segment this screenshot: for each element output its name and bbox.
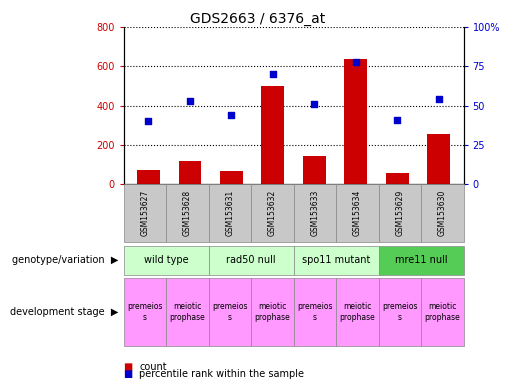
Text: development stage  ▶: development stage ▶ [10, 307, 118, 317]
Point [352, 58, 360, 65]
Text: GSM153630: GSM153630 [438, 190, 447, 236]
Text: ■: ■ [124, 369, 133, 379]
Bar [303, 156, 325, 184]
Point [227, 112, 235, 118]
Text: GSM153631: GSM153631 [226, 190, 234, 236]
Text: rad50 null: rad50 null [226, 255, 276, 265]
Text: premeios
s: premeios s [382, 302, 418, 322]
Text: wild type: wild type [144, 255, 188, 265]
Point [310, 101, 318, 107]
Text: GSM153632: GSM153632 [268, 190, 277, 236]
Bar [386, 174, 408, 184]
Bar [137, 170, 160, 184]
Text: GSM153633: GSM153633 [311, 190, 319, 236]
Text: meiotic
prophase: meiotic prophase [339, 302, 375, 322]
Text: GSM153629: GSM153629 [396, 190, 404, 236]
Point [269, 71, 277, 77]
Point [186, 98, 194, 104]
Text: genotype/variation  ▶: genotype/variation ▶ [12, 255, 118, 265]
Point [393, 117, 401, 123]
Text: ■: ■ [124, 362, 133, 372]
Bar [427, 134, 450, 184]
Text: GSM153627: GSM153627 [141, 190, 149, 236]
Bar [220, 170, 243, 184]
Text: count: count [139, 362, 167, 372]
Text: premeios
s: premeios s [297, 302, 333, 322]
Point [435, 96, 443, 103]
Bar [179, 161, 201, 184]
Point [144, 118, 152, 124]
Text: percentile rank within the sample: percentile rank within the sample [139, 369, 304, 379]
Text: meiotic
prophase: meiotic prophase [254, 302, 290, 322]
Text: spo11 mutant: spo11 mutant [302, 255, 370, 265]
Text: meiotic
prophase: meiotic prophase [424, 302, 460, 322]
Text: GSM153628: GSM153628 [183, 190, 192, 236]
Text: meiotic
prophase: meiotic prophase [169, 302, 205, 322]
Text: premeios
s: premeios s [212, 302, 248, 322]
Text: GSM153634: GSM153634 [353, 190, 362, 236]
Text: mre11 null: mre11 null [394, 255, 448, 265]
Text: premeios
s: premeios s [127, 302, 163, 322]
Bar [262, 86, 284, 184]
Bar [345, 60, 367, 184]
Text: GDS2663 / 6376_at: GDS2663 / 6376_at [190, 12, 325, 25]
